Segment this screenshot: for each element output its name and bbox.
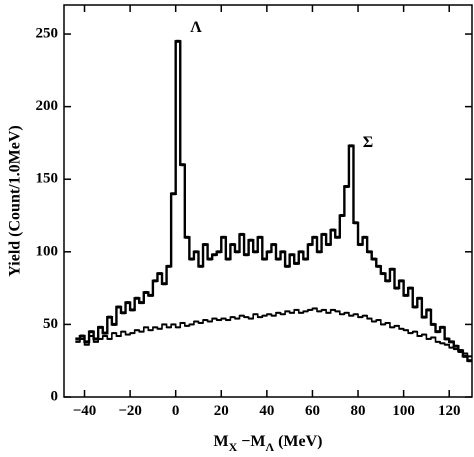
- x-label-part: (MeV): [274, 433, 322, 450]
- x-axis-label: MX −MΛ (MeV): [213, 433, 322, 454]
- x-tick-label: 20: [214, 403, 229, 419]
- x-tick-label: 0: [172, 403, 180, 419]
- step-connector: [75, 307, 472, 358]
- y-tick-label: 50: [43, 316, 58, 332]
- y-tick-label: 100: [36, 243, 59, 259]
- y-axis-label: Yield (Count/1.0MeV): [7, 125, 24, 276]
- x-tick-label: 40: [259, 403, 274, 419]
- y-tick-label: 200: [36, 98, 59, 114]
- x-label-sub: Λ: [265, 440, 274, 454]
- step-connector: [75, 40, 472, 362]
- x-label-sub: X: [229, 440, 238, 454]
- x-tick-label: 120: [438, 403, 461, 419]
- x-tick-label: −40: [73, 403, 97, 419]
- y-tick-label: 150: [36, 171, 59, 187]
- annotation: Σ: [363, 134, 373, 151]
- x-tick-label: 60: [305, 403, 320, 419]
- y-tick-label: 250: [36, 25, 59, 41]
- x-tick-label: −20: [118, 403, 142, 419]
- plot-frame: [63, 4, 473, 398]
- x-tick-label: 100: [392, 403, 415, 419]
- x-tick-label: 80: [351, 403, 366, 419]
- x-label-part: −M: [237, 433, 265, 450]
- annotation: Λ: [190, 19, 202, 36]
- x-label-part: M: [213, 433, 228, 450]
- y-tick-label: 0: [51, 388, 59, 404]
